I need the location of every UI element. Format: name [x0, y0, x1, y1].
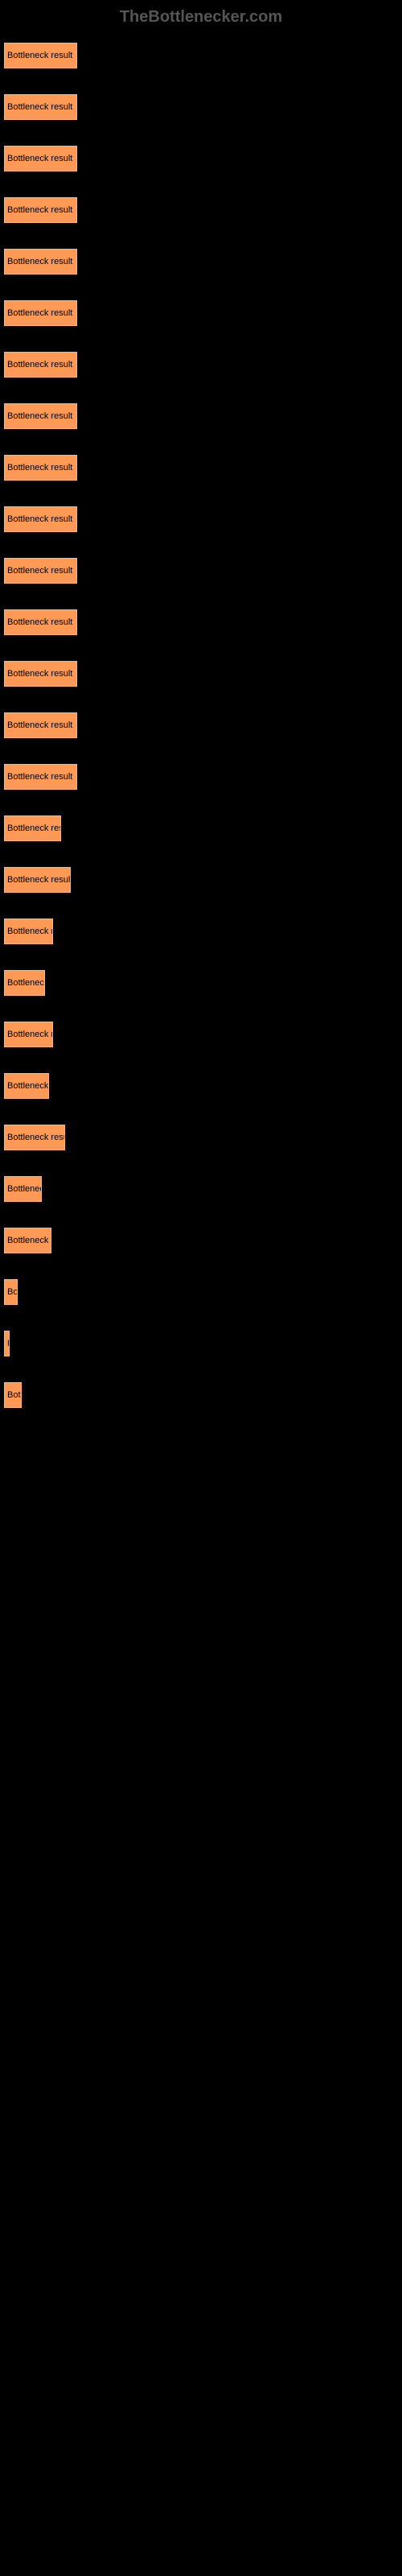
bar-row: Bottleneck result: [4, 146, 398, 171]
bar: Bottleneck result: [4, 455, 77, 481]
bar-label: Bottleneck result: [7, 51, 72, 60]
bar-row: Bottleneck result: [4, 867, 398, 893]
bar-row: Bottleneck result: [4, 558, 398, 584]
bar-label: Bottleneck result: [7, 154, 72, 163]
bar-row: Bottleneck result: [4, 94, 398, 120]
bar-row: Bottleneck result: [4, 300, 398, 326]
bar-label: Bottleneck result: [7, 308, 72, 318]
bar: Bottleneck result: [4, 403, 77, 429]
bar-row: Bottleneck result: [4, 43, 398, 68]
bar-label: Bottleneck result: [7, 772, 72, 782]
bar: Bottleneck result: [4, 146, 77, 171]
bar: Bottleneck result: [4, 558, 77, 584]
bar: Bottleneck result: [4, 712, 77, 738]
bar-label: Bottleneck result: [7, 1030, 53, 1039]
bar-label: Bottleneck result: [7, 102, 72, 112]
page-title: TheBottlenecker.com: [0, 8, 402, 27]
bar: Bottleneck result: [4, 94, 77, 120]
bar-label: Bottleneck result: [7, 669, 72, 679]
bar-row: Bottleneck result: [4, 1073, 398, 1099]
bar-label: Bottleneck result: [7, 1236, 51, 1245]
bar: Bottleneck result: [4, 1073, 49, 1099]
bar: Bottleneck result: [4, 1331, 10, 1356]
bar-label: Bottleneck result: [7, 1133, 65, 1142]
bar-row: Bottleneck result: [4, 455, 398, 481]
bar: Bottleneck result: [4, 300, 77, 326]
bar-row: Bottleneck result: [4, 609, 398, 635]
bar: Bottleneck result: [4, 1382, 22, 1408]
bar: Bottleneck result: [4, 1228, 51, 1253]
bar-row: Bottleneck result: [4, 1382, 398, 1408]
bar-label: Bottleneck result: [7, 617, 72, 627]
bar: Bottleneck result: [4, 197, 77, 223]
bar: Bottleneck result: [4, 1125, 65, 1150]
bar: Bottleneck result: [4, 609, 77, 635]
bar: Bottleneck result: [4, 1279, 18, 1305]
bar-label: Bottleneck result: [7, 1339, 10, 1348]
bar-row: Bottleneck result: [4, 1176, 398, 1202]
bar-label: Bottleneck result: [7, 514, 72, 524]
bar-chart: Bottleneck result Bottleneck result Bottle…: [0, 43, 402, 1408]
bar-row: Bottleneck result: [4, 764, 398, 790]
bar: Bottleneck result: [4, 919, 53, 944]
bar: Bottleneck result: [4, 249, 77, 275]
bar-label: Bottleneck result: [7, 463, 72, 473]
bar: Bottleneck result: [4, 506, 77, 532]
bar-row: Bottleneck result: [4, 1279, 398, 1305]
bar-label: Bottleneck result: [7, 411, 72, 421]
bar: Bottleneck result: [4, 815, 61, 841]
bar-row: Bottleneck result: [4, 352, 398, 378]
bar: Bottleneck result: [4, 1022, 53, 1047]
bar: Bottleneck result: [4, 661, 77, 687]
bar-label: Bottleneck result: [7, 927, 53, 936]
bar-label: Bottleneck result: [7, 1184, 42, 1194]
bar-label: Bottleneck result: [7, 360, 72, 369]
bar-row: Bottleneck result: [4, 249, 398, 275]
bar-label: Bottleneck result: [7, 978, 45, 988]
bar-label: Bottleneck result: [7, 720, 72, 730]
bar-row: Bottleneck result: [4, 506, 398, 532]
bar: Bottleneck result: [4, 43, 77, 68]
bar-row: Bottleneck result: [4, 197, 398, 223]
bar-row: Bottleneck result: [4, 1228, 398, 1253]
bar-label: Bottleneck result: [7, 566, 72, 576]
bar: Bottleneck result: [4, 352, 77, 378]
bar-label: Bottleneck result: [7, 875, 71, 885]
bar: Bottleneck result: [4, 867, 71, 893]
bar-row: Bottleneck result: [4, 712, 398, 738]
bar-label: Bottleneck result: [7, 1081, 49, 1091]
bar-row: Bottleneck result: [4, 970, 398, 996]
bar: Bottleneck result: [4, 1176, 42, 1202]
bar-row: Bottleneck result: [4, 1022, 398, 1047]
bar: Bottleneck result: [4, 764, 77, 790]
bar-label: Bottleneck result: [7, 824, 61, 833]
bar-label: Bottleneck result: [7, 257, 72, 266]
bar-row: Bottleneck result: [4, 1331, 398, 1356]
bar-row: Bottleneck result: [4, 661, 398, 687]
bar-row: Bottleneck result: [4, 919, 398, 944]
bar: Bottleneck result: [4, 970, 45, 996]
bar-label: Bottleneck result: [7, 1287, 18, 1297]
bar-label: Bottleneck result: [7, 1390, 22, 1400]
bar-row: Bottleneck result: [4, 815, 398, 841]
bar-label: Bottleneck result: [7, 205, 72, 215]
bar-row: Bottleneck result: [4, 1125, 398, 1150]
bar-row: Bottleneck result: [4, 403, 398, 429]
